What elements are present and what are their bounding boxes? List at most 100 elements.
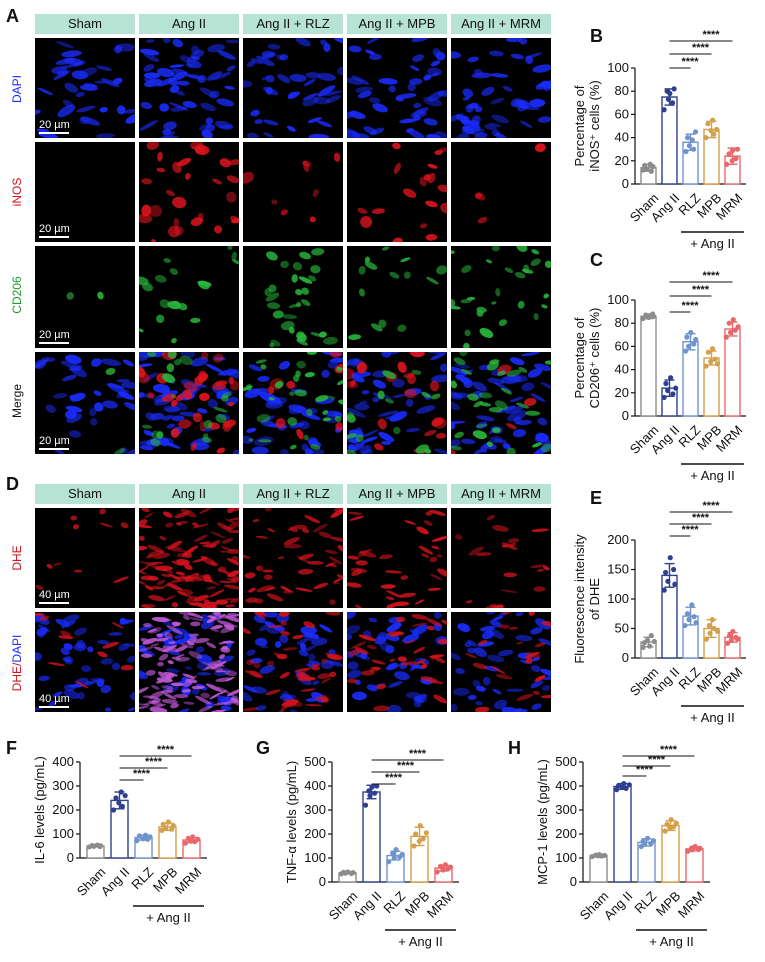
cell-signal <box>222 537 234 544</box>
cell-signal <box>74 627 87 636</box>
cell-signal <box>175 638 190 645</box>
cell-signal <box>218 580 233 584</box>
cell-signal <box>501 589 518 593</box>
cell-signal <box>140 653 153 658</box>
cell-signal <box>185 73 204 80</box>
cell-signal <box>530 680 544 689</box>
cell-signal <box>292 634 304 640</box>
cell-signal <box>287 417 298 426</box>
cell-signal <box>255 535 269 539</box>
cell-signal <box>306 352 318 355</box>
data-point <box>623 785 629 791</box>
data-point <box>434 869 440 875</box>
cell-signal <box>263 574 273 580</box>
cell-signal <box>111 662 121 671</box>
cell-signal <box>336 366 343 371</box>
cell-signal <box>427 587 441 591</box>
cell-signal <box>258 613 267 619</box>
cell-signal <box>389 271 400 279</box>
cell-signal <box>392 237 403 242</box>
cell-signal <box>225 39 239 44</box>
cell-signal <box>141 178 152 185</box>
cell-signal <box>506 688 524 692</box>
cell-signal <box>226 558 239 567</box>
cell-signal <box>287 527 295 531</box>
scale-bar-line <box>39 448 69 450</box>
cell-signal <box>171 415 185 422</box>
cell-signal <box>472 663 488 670</box>
cell-signal <box>347 368 355 380</box>
cell-signal <box>201 436 212 443</box>
scale-bar-line <box>39 342 69 344</box>
cell-signal <box>174 512 188 519</box>
cell-signal <box>304 515 321 524</box>
cell-signal <box>201 352 209 360</box>
cell-signal <box>264 508 272 512</box>
cell-signal <box>360 215 373 228</box>
cell-signal <box>139 363 153 368</box>
data-point <box>366 788 372 794</box>
group-label: + Ang II <box>690 236 734 251</box>
cell-signal <box>411 369 422 375</box>
cell-signal <box>386 704 402 712</box>
cell-signal <box>199 392 210 402</box>
cell-signal <box>299 642 307 651</box>
cell-signal <box>156 167 166 173</box>
cell-signal <box>366 38 383 45</box>
significance-stars: **** <box>702 29 720 41</box>
micrograph-tile: 20 µm <box>35 38 135 138</box>
col-header-angii-a: Ang II <box>139 14 239 34</box>
cell-signal <box>387 662 399 670</box>
cell-signal <box>298 553 314 560</box>
cell-signal <box>209 692 221 700</box>
cell-signal <box>140 101 153 110</box>
cell-signal <box>183 701 195 705</box>
cell-signal <box>531 703 542 710</box>
cell-signal <box>278 709 285 712</box>
cell-signal <box>217 655 234 664</box>
cell-signal <box>191 687 200 695</box>
cell-signal <box>520 352 540 357</box>
cell-signal <box>166 687 174 691</box>
cell-signal <box>279 672 290 679</box>
cell-signal <box>368 97 381 104</box>
cell-signal <box>370 666 382 670</box>
cell-signal <box>156 314 165 324</box>
data-point <box>709 617 715 623</box>
cell-signal <box>405 398 414 407</box>
chart-b-inos: 0 20 40 60 80 100 Percentage of iNOS⁺ cells (%)… <box>572 29 746 251</box>
cell-signal <box>530 664 541 673</box>
micrograph-tile <box>347 612 447 712</box>
cell-signal <box>89 680 99 685</box>
cell-signal <box>305 72 322 79</box>
scale-bar-label: 40 µm <box>39 693 70 705</box>
cell-signal <box>501 706 518 712</box>
cell-signal <box>320 677 332 684</box>
cell-signal <box>439 147 447 153</box>
cell-signal <box>143 53 160 62</box>
cell-signal <box>302 96 320 107</box>
cell-signal <box>246 659 255 666</box>
cell-signal <box>232 259 239 265</box>
data-point <box>684 135 691 141</box>
cell-signal <box>147 544 165 554</box>
cell-signal <box>154 274 167 283</box>
cell-signal <box>156 67 175 78</box>
cell-signal <box>250 109 260 117</box>
cell-signal <box>423 118 438 126</box>
cell-signal <box>327 660 343 667</box>
cell-signal <box>162 511 173 518</box>
scale-bar: 20 µm <box>39 435 70 450</box>
data-point <box>661 107 667 113</box>
cell-signal <box>162 373 176 383</box>
cell-signal <box>79 84 98 91</box>
cell-signal <box>316 120 333 128</box>
cell-signal <box>388 85 396 93</box>
data-point <box>669 100 676 106</box>
cell-signal <box>431 536 447 542</box>
cell-signal <box>392 142 401 150</box>
col-header-mpb-d: Ang II + MPB <box>347 484 447 504</box>
cell-signal <box>500 375 522 384</box>
cell-signal <box>414 599 425 605</box>
cell-signal <box>400 661 416 666</box>
